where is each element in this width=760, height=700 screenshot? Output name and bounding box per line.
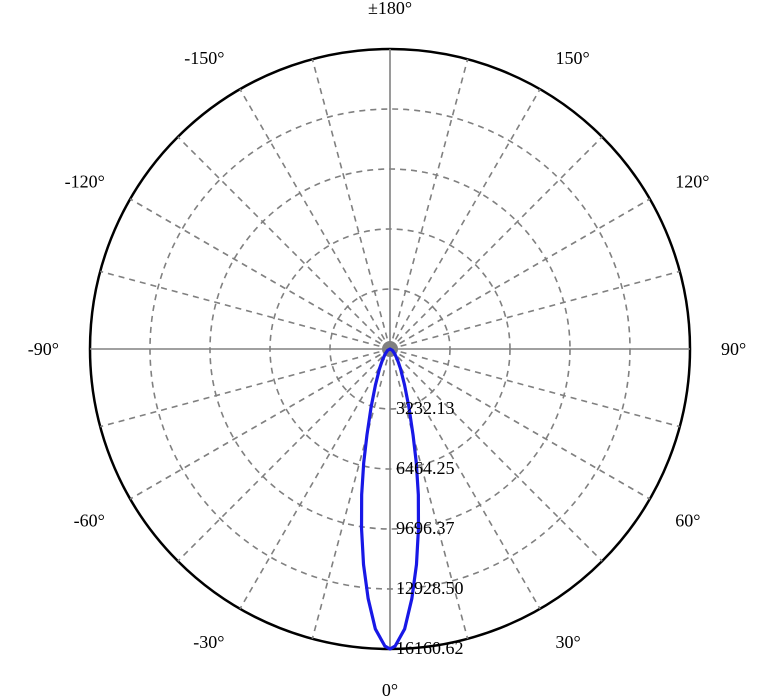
angle-label: 150° [556, 48, 590, 68]
angle-label: -120° [65, 172, 105, 192]
angle-label: -60° [74, 511, 105, 531]
radial-label: 16160.62 [396, 638, 464, 658]
radial-label: 9696.37 [396, 518, 455, 538]
radial-label: 12928.50 [396, 578, 464, 598]
angle-label: 90° [721, 339, 746, 359]
angle-label: -150° [184, 48, 224, 68]
angle-label: ±180° [368, 0, 412, 18]
polar-svg: 0° 30° 60° 90° 120° 150° ±180° -150° -120° -90° -6… [0, 0, 760, 700]
angle-label: 120° [675, 172, 709, 192]
angle-label: 30° [556, 632, 581, 652]
angle-label: 0° [382, 680, 398, 700]
radial-label: 3232.13 [396, 398, 455, 418]
angle-label: -90° [28, 339, 59, 359]
angle-label: 60° [675, 511, 700, 531]
radial-label: 6464.25 [396, 458, 455, 478]
polar-chart: 0° 30° 60° 90° 120° 150° ±180° -150° -120° -90° -6… [0, 0, 760, 700]
angle-label: -30° [193, 632, 224, 652]
